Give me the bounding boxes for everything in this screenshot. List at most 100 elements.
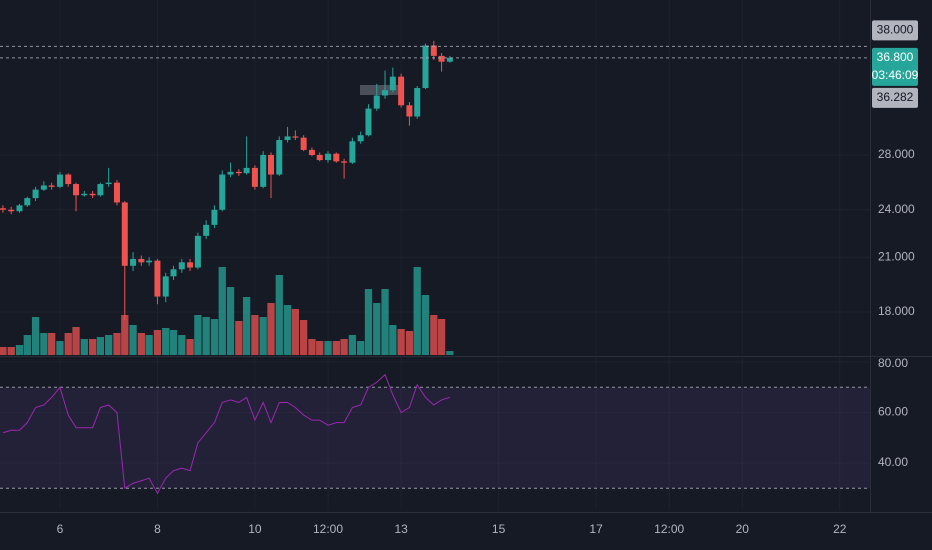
volume-bar xyxy=(421,295,430,355)
rsi-band xyxy=(0,387,870,489)
candle-body xyxy=(81,193,88,196)
volume-bar xyxy=(348,335,357,355)
candle-body xyxy=(48,185,55,187)
price-badge-label: 36.800 xyxy=(877,50,914,64)
volume-bar xyxy=(300,320,308,355)
x-tick-label: 12:00 xyxy=(313,522,343,536)
x-tick-label: 20 xyxy=(736,522,750,536)
x-tick-label: 8 xyxy=(154,522,161,536)
candle-body xyxy=(446,57,453,62)
volume-bar xyxy=(324,341,332,355)
volume-bar xyxy=(364,289,373,355)
candle-body xyxy=(267,154,274,175)
candle-body xyxy=(0,208,6,210)
countdown: 03:46:09 xyxy=(872,68,919,82)
volume-bar xyxy=(389,325,397,355)
volume-bar xyxy=(226,287,235,355)
candle-body xyxy=(260,154,267,187)
candle-body xyxy=(349,141,356,163)
candle-body xyxy=(333,153,340,162)
candle-body xyxy=(113,182,120,203)
grid xyxy=(0,0,870,510)
volume-bar xyxy=(40,333,48,355)
candle-body xyxy=(414,88,421,117)
candle-body xyxy=(219,174,226,210)
x-tick-label: 17 xyxy=(589,522,603,536)
rsi-tick-label: 40.00 xyxy=(878,455,908,469)
candle-body xyxy=(65,174,72,185)
rsi-line xyxy=(2,373,451,495)
volume-bar xyxy=(373,303,381,355)
volume-bar xyxy=(235,321,243,355)
volume-bar xyxy=(23,335,31,355)
volume-bar xyxy=(121,315,129,355)
volume-bar xyxy=(194,315,202,355)
candle-body xyxy=(203,224,210,236)
volume-bar xyxy=(242,297,251,355)
volume-bar xyxy=(413,267,421,355)
candle-body xyxy=(382,90,389,96)
price-badge-label: 38.000 xyxy=(877,23,914,37)
candle-body xyxy=(389,76,396,91)
candle-body xyxy=(40,185,47,190)
volume-bar xyxy=(88,339,97,355)
volume-bar xyxy=(96,337,105,355)
main-pane xyxy=(0,40,454,355)
volume-bar xyxy=(145,335,153,355)
y-tick-label: 18.000 xyxy=(878,304,915,318)
candle-body xyxy=(422,45,429,89)
volume-bar xyxy=(31,317,40,355)
volume-bar xyxy=(129,325,137,355)
candle-body xyxy=(24,198,31,206)
x-tick-label: 22 xyxy=(833,522,847,536)
candle-body xyxy=(8,209,15,212)
volume-bar xyxy=(178,335,186,355)
volume-bar xyxy=(105,335,113,355)
volume-bar xyxy=(308,339,316,355)
volume-bar xyxy=(7,347,15,355)
volume-bar xyxy=(430,315,438,355)
candle-body xyxy=(276,140,283,175)
candle-body xyxy=(365,108,372,136)
volume-bar xyxy=(153,330,162,355)
candle-body xyxy=(194,235,201,268)
x-tick-label: 10 xyxy=(248,522,262,536)
volume-bar xyxy=(283,305,292,355)
price-badge xyxy=(872,47,918,86)
candle-body xyxy=(56,174,63,187)
candle-body xyxy=(357,135,364,142)
candle-body xyxy=(130,258,137,266)
price-badge xyxy=(872,20,918,41)
volume-bar xyxy=(259,317,267,355)
candle-body xyxy=(341,161,348,163)
volume-bar xyxy=(169,330,178,355)
candle-body xyxy=(398,76,405,106)
volume-bar xyxy=(72,327,80,355)
candle-body xyxy=(170,269,177,277)
candle-body xyxy=(243,167,250,174)
candle-body xyxy=(16,205,23,212)
volume-bar xyxy=(186,339,194,355)
volume-bar xyxy=(316,341,324,355)
candle-body xyxy=(211,209,218,225)
volume-bar xyxy=(210,319,219,355)
candle-body xyxy=(162,276,169,297)
volume-bar xyxy=(56,341,64,355)
candle-body xyxy=(292,136,299,138)
candle-body xyxy=(146,260,153,263)
candle-body xyxy=(325,153,332,161)
candle-body xyxy=(284,136,291,141)
volume-bar xyxy=(405,331,414,355)
volume-bar xyxy=(218,267,226,355)
highlight-marker xyxy=(360,85,400,95)
candle-body xyxy=(227,171,234,175)
candle-body xyxy=(316,154,323,161)
candle-body xyxy=(89,193,96,196)
volume-bar xyxy=(397,329,405,355)
axes: 6 8 10 12:00 13 15 17 12:00 20 22 18.000 21.000 24.0… xyxy=(0,20,919,536)
candle-body xyxy=(438,55,445,62)
y-tick-label: 21.000 xyxy=(878,249,915,263)
candle-body xyxy=(121,202,128,266)
